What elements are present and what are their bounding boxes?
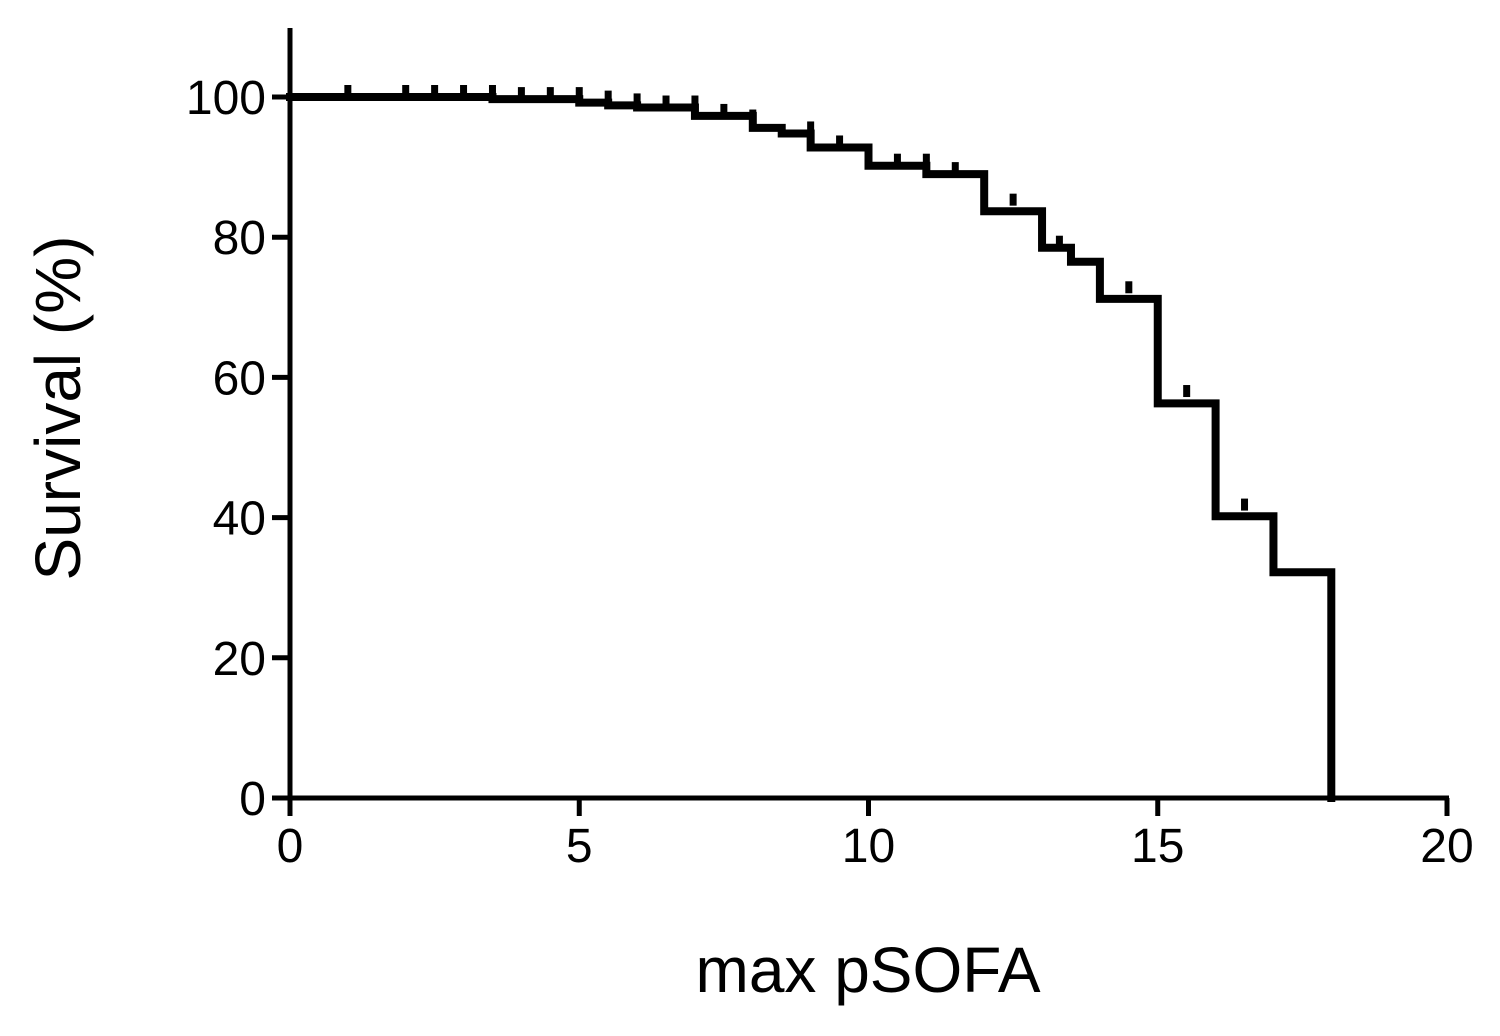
x-tick-label: 5: [566, 820, 593, 873]
y-tick-label: 0: [239, 773, 266, 826]
y-tick-label: 100: [186, 72, 266, 125]
y-axis-title: Survival (%): [22, 236, 94, 581]
y-tick-label: 20: [213, 633, 266, 686]
y-tick-label: 80: [213, 212, 266, 265]
x-tick-label: 0: [277, 820, 304, 873]
x-tick-label: 15: [1131, 820, 1184, 873]
y-tick-label: 40: [213, 493, 266, 546]
plot-area: [286, 85, 1336, 802]
x-tick-label: 20: [1420, 820, 1473, 873]
survival-step-line: [286, 93, 1336, 802]
x-axis-title: max pSOFA: [696, 934, 1041, 1006]
axes: 0 5 10 15 20 0 20 40 60 80 100: [186, 28, 1474, 873]
y-tick-label: 60: [213, 352, 266, 405]
x-tick-label: 10: [842, 820, 895, 873]
